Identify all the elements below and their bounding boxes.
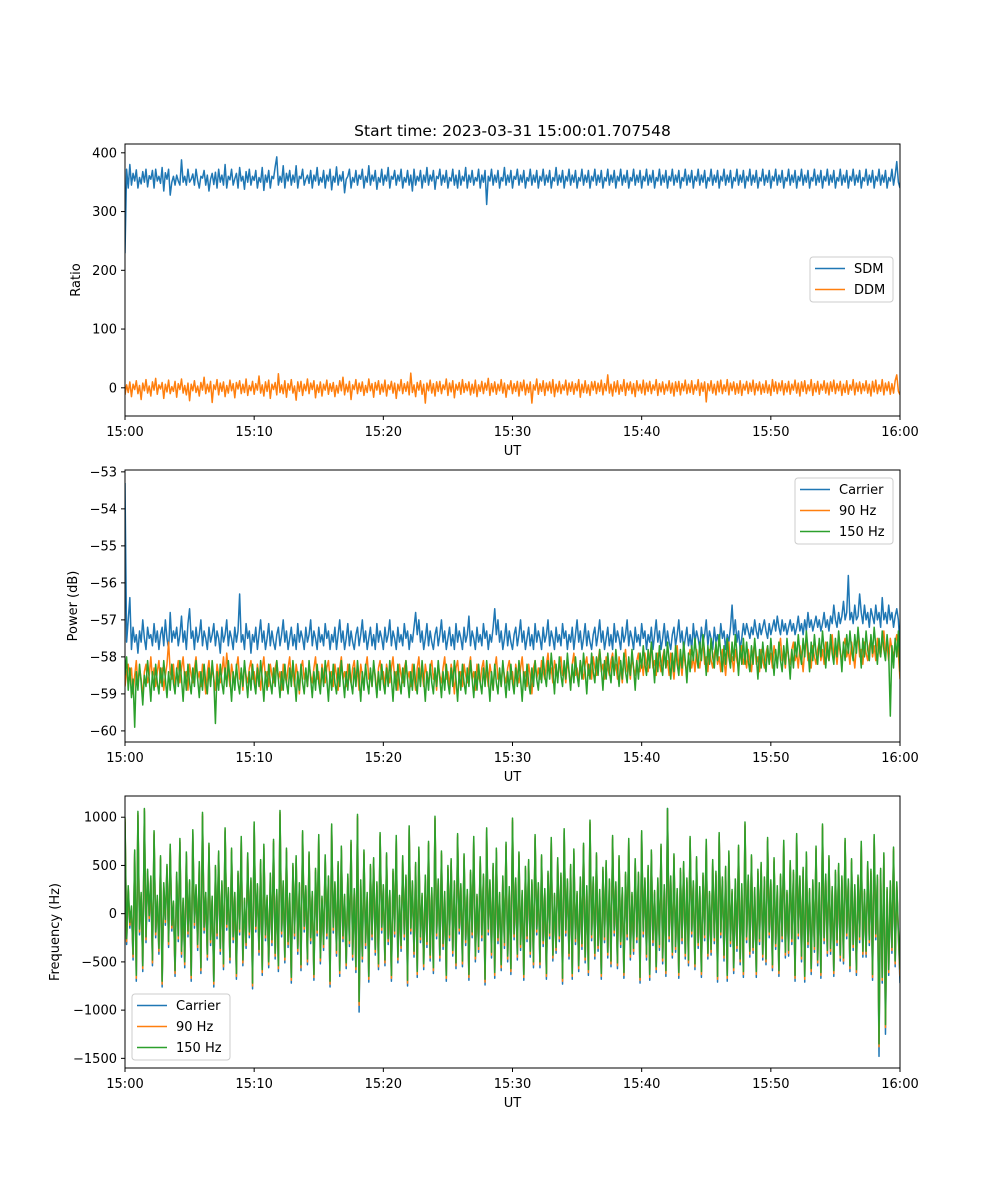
y-tick-label: −58 — [90, 650, 117, 665]
y-tick-label: 300 — [92, 205, 117, 220]
y-tick-label: −56 — [90, 576, 117, 591]
frequency-x-axis-label: UT — [504, 1096, 522, 1111]
legend-label: SDM — [854, 262, 883, 277]
power-y-axis-label: Power (dB) — [66, 571, 81, 642]
legend-label: 150 Hz — [839, 525, 885, 540]
legend-box — [794, 477, 894, 545]
power-ticks: 15:00 15:10 15:20 15:30 15:40 15:50 16:00 −60 −5… — [90, 465, 919, 766]
x-tick-label: 15:10 — [235, 751, 272, 766]
subplot-power: 15:00 15:10 15:20 15:30 15:40 15:50 16:00 −60 −5… — [66, 465, 919, 785]
y-tick-label: −60 — [90, 724, 117, 739]
x-tick-label: 15:20 — [365, 751, 402, 766]
y-tick-label: −57 — [90, 613, 117, 628]
x-tick-label: 15:50 — [752, 425, 789, 440]
legend-label: 90 Hz — [839, 504, 876, 519]
x-tick-label: 15:40 — [623, 1077, 660, 1092]
x-tick-label: 15:20 — [365, 1077, 402, 1092]
legend-label: DDM — [854, 283, 885, 298]
series-line-90-hz — [125, 630, 900, 699]
series-line-carrier — [125, 482, 900, 654]
figure-title: Start time: 2023-03-31 15:00:01.707548 — [354, 122, 671, 140]
y-tick-label: −53 — [90, 465, 117, 480]
frequency-ticks: 15:00 15:10 15:20 15:30 15:40 15:50 16:00 −1500… — [73, 811, 919, 1092]
series-line-150-hz — [125, 807, 900, 1045]
y-tick-label: 100 — [92, 323, 117, 338]
x-tick-label: 15:30 — [494, 1077, 531, 1092]
x-tick-label: 15:00 — [106, 425, 143, 440]
y-tick-label: −59 — [90, 687, 117, 702]
y-tick-label: −500 — [81, 955, 117, 970]
x-tick-label: 15:50 — [752, 1077, 789, 1092]
x-tick-label: 15:40 — [623, 751, 660, 766]
x-tick-label: 15:20 — [365, 425, 402, 440]
power-axes-frame — [124, 469, 901, 743]
x-tick-label: 15:10 — [235, 1077, 272, 1092]
legend-label: 90 Hz — [176, 1020, 213, 1035]
x-tick-label: 15:00 — [106, 751, 143, 766]
subplot-frequency: 15:00 15:10 15:20 15:30 15:40 15:50 16:00 −1500… — [48, 795, 919, 1111]
ratio-axes-frame — [124, 143, 901, 417]
x-tick-label: 15:30 — [494, 751, 531, 766]
y-tick-label: 0 — [109, 907, 117, 922]
x-tick-label: 15:10 — [235, 425, 272, 440]
y-tick-label: −55 — [90, 539, 117, 554]
x-tick-label: 15:00 — [106, 1077, 143, 1092]
legend-label: Carrier — [176, 999, 221, 1014]
ratio-legend: SDM DDM — [809, 256, 894, 303]
legend-box — [131, 993, 231, 1061]
series-line-ddm — [125, 372, 900, 404]
legend-label: Carrier — [839, 483, 884, 498]
frequency-axes-frame — [124, 795, 901, 1069]
x-tick-label: 16:00 — [881, 1077, 918, 1092]
ratio-y-axis-label: Ratio — [69, 263, 84, 296]
legend-label: 150 Hz — [176, 1041, 222, 1056]
ratio-x-axis-label: UT — [504, 444, 522, 459]
y-tick-label: 0 — [109, 381, 117, 396]
x-tick-label: 15:30 — [494, 425, 531, 440]
x-tick-label: 16:00 — [881, 425, 918, 440]
x-tick-label: 15:40 — [623, 425, 660, 440]
ratio-ticks: 15:00 15:10 15:20 15:30 15:40 15:50 16:00 0 100 2… — [92, 146, 919, 440]
series-line-sdm — [125, 156, 900, 254]
y-tick-label: 500 — [92, 859, 117, 874]
power-legend: Carrier 90 Hz 150 Hz — [794, 477, 894, 545]
power-x-axis-label: UT — [504, 770, 522, 785]
y-tick-label: −1500 — [73, 1052, 117, 1067]
y-tick-label: 200 — [92, 264, 117, 279]
frequency-y-axis-label: Frequency (Hz) — [48, 883, 63, 981]
x-tick-label: 15:50 — [752, 751, 789, 766]
subplot-ratio: 15:00 15:10 15:20 15:30 15:40 15:50 16:00 0 100 2… — [69, 143, 919, 459]
y-tick-label: −54 — [90, 502, 117, 517]
power-series-layer — [125, 482, 900, 728]
x-tick-label: 16:00 — [881, 751, 918, 766]
ratio-series-layer — [125, 156, 900, 404]
y-tick-label: −1000 — [73, 1004, 117, 1019]
series-line-150-hz — [125, 626, 900, 728]
frequency-series-layer — [125, 807, 900, 1058]
y-tick-label: 1000 — [84, 811, 117, 826]
frequency-legend: Carrier 90 Hz 150 Hz — [131, 993, 231, 1061]
y-tick-label: 400 — [92, 146, 117, 161]
